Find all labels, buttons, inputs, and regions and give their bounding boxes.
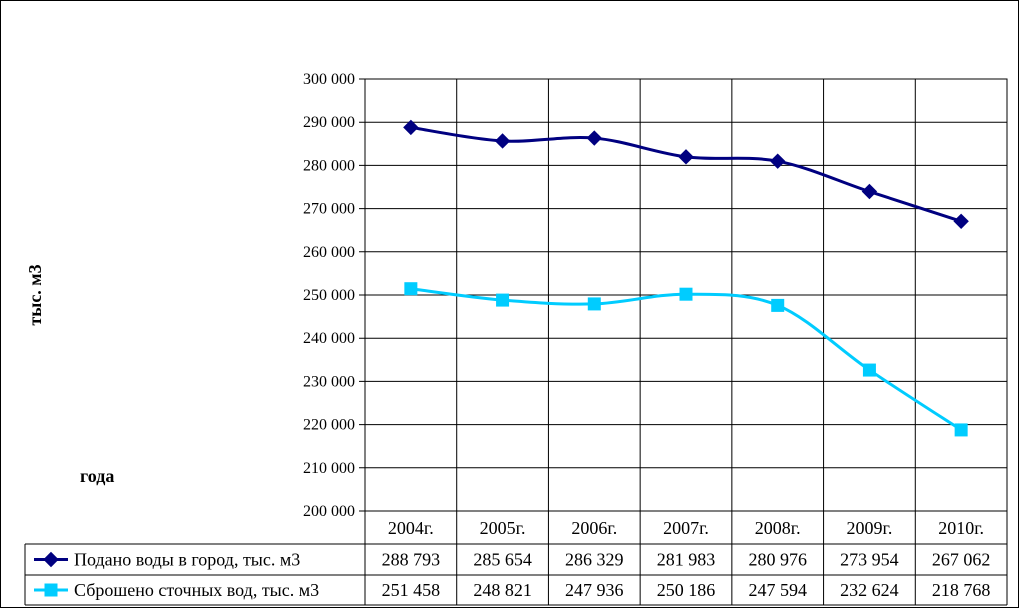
x-category-label: 2007г. [663,518,709,538]
wastewater-discharged-series-name: Сброшено сточных вод, тыс. м3 [74,580,319,600]
y-tick-label: 280 000 [303,157,355,174]
wastewater-discharged-value-cell: 247 594 [748,580,807,600]
wastewater-discharged-point [862,363,876,377]
x-category-label: 2005г. [480,518,526,538]
water-supplied-value-cell: 280 976 [748,550,807,570]
water-supplied-value-cell: 273 954 [840,550,899,570]
water-supplied-value-cell: 285 654 [473,550,532,570]
data-table: 2004г. 2005г. 2006г. 2007г. 2008г. 2009г. 2010… [24,511,1008,606]
y-tick-label: 200 000 [303,503,355,520]
wastewater-discharged-value-cell: 232 624 [840,580,899,600]
y-tick-label: 300 000 [303,71,355,88]
water-supplied-series-name: Подано воды в город, тыс. м3 [74,550,300,570]
wastewater-discharged-point [771,298,785,312]
water-supplied-point [678,149,694,165]
x-category-label: 2010г. [938,518,984,538]
water-supplied-legend-marker [43,551,59,568]
x-category-label: 2006г. [571,518,617,538]
water-supplied-value-cell: 288 793 [382,550,441,570]
wastewater-discharged-value-cell: 250 186 [657,580,716,600]
y-tick-label: 210 000 [303,460,355,477]
x-category-label: 2009г. [846,518,892,538]
y-tick-label: 220 000 [303,417,355,434]
water-supplied-point [403,119,419,136]
water-supplied-point [953,213,969,229]
y-tick-label: 240 000 [303,330,355,347]
wastewater-discharged-point [404,282,418,296]
x-axis-title: года [80,466,114,486]
wastewater-discharged-point [679,287,693,301]
y-tick-label: 270 000 [303,201,355,218]
water-supplied-point [861,183,878,200]
wastewater-discharged-value-cell: 248 821 [473,580,532,600]
y-tick-label: 260 000 [303,244,355,261]
y-tick-label: 250 000 [303,287,355,304]
y-tick-label: 230 000 [303,373,355,390]
x-category-label: 2008г. [755,518,801,538]
wastewater-discharged-point [954,423,968,437]
wastewater-discharged-value-cell: 251 458 [382,580,441,600]
y-axis-title: тыс. м3 [25,264,45,325]
water-supplied-point [586,130,602,146]
water-supplied-value-cell: 267 062 [932,550,991,570]
x-category-label: 2004г. [388,518,434,538]
wastewater-discharged-point [496,293,510,307]
y-tick-label: 290 000 [303,114,355,131]
water-supplied-value-cell: 281 983 [657,550,716,570]
series-layer [403,119,969,437]
wastewater-discharged-value-cell: 218 768 [932,580,991,600]
y-axis-ticks: 300 000 290 000 280 000 270 000 260 000 250 0… [303,71,355,520]
water-supplied-value-cell: 286 329 [565,550,624,570]
wastewater-discharged-value-cell: 247 936 [565,580,624,600]
water-supplied-point [770,153,786,169]
water-supplied-point [494,133,511,149]
wastewater-discharged-legend-marker [44,583,58,597]
wastewater-discharged-point [587,297,601,311]
